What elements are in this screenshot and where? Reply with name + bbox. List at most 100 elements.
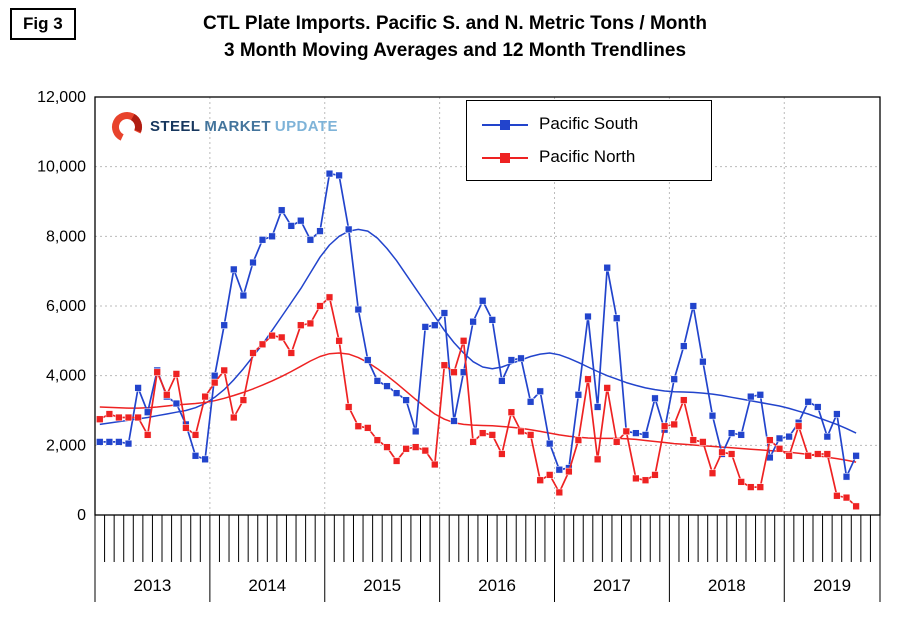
pacific-south-marker (842, 473, 851, 481)
pacific-north-marker (689, 436, 697, 444)
pacific-north-marker (498, 450, 506, 458)
pacific-north-marker (747, 483, 755, 491)
x-axis-year-label: 2014 (248, 576, 286, 595)
pacific-south-marker (450, 417, 458, 425)
pacific-south-marker (392, 389, 401, 397)
pacific-south-marker (412, 427, 420, 436)
pacific-south-square-icon (500, 119, 510, 130)
pacific-north-marker (278, 333, 286, 342)
pacific-north-marker (852, 502, 860, 510)
pacific-north-marker (517, 427, 525, 436)
pacific-south-marker (814, 403, 822, 411)
pacific-south-marker (680, 342, 688, 350)
pacific-north-marker (383, 443, 391, 451)
pacific-south-marker (402, 396, 410, 404)
pacific-north-marker (258, 340, 267, 348)
pacific-south-marker (354, 305, 362, 314)
pacific-south-marker (440, 309, 449, 317)
pacific-south-marker (546, 439, 554, 448)
pacific-north-marker (144, 431, 152, 439)
figure-label: Fig 3 (10, 8, 76, 40)
pacific-north-square-icon (500, 152, 510, 163)
pacific-south-marker (325, 169, 334, 178)
pacific-south-marker (364, 356, 372, 364)
title-line-2: 3 Month Moving Averages and 12 Month Tre… (223, 40, 687, 61)
pacific-south-marker (526, 398, 535, 406)
pacific-south-marker (498, 377, 506, 385)
pacific-south-marker (747, 392, 755, 401)
pacific-south-marker (469, 318, 477, 326)
pacific-north-marker (354, 422, 362, 430)
pacific-north-marker (613, 438, 621, 446)
pacific-south-marker (134, 384, 142, 392)
pacific-north-marker (727, 450, 736, 458)
pacific-south-marker (785, 432, 793, 441)
pacific-south-marker (737, 431, 745, 439)
pacific-north-marker (842, 493, 851, 502)
pacific-south-marker (632, 429, 640, 437)
pacific-north-marker (766, 436, 774, 444)
pacific-north-marker (814, 450, 822, 458)
x-axis-year-label: 2018 (708, 576, 746, 595)
pacific-south-marker (536, 387, 544, 395)
pacific-north-marker (306, 319, 315, 328)
pacific-north-marker (402, 445, 410, 453)
pacific-south-marker (230, 265, 238, 274)
legend-item-pacific-north: Pacific North (467, 147, 711, 167)
pacific-north-marker (785, 452, 793, 460)
y-axis-label: 4,000 (46, 368, 86, 385)
pacific-south-marker (727, 429, 736, 437)
pacific-north-marker (756, 483, 764, 491)
pacific-north-marker (593, 455, 602, 463)
pacific-south-marker (96, 438, 104, 446)
pacific-north-marker (335, 337, 343, 345)
pacific-north-marker (392, 457, 401, 465)
x-axis-year-label: 2019 (813, 576, 851, 595)
pacific-south-marker (479, 297, 487, 305)
steel-market-update-logo: STEEL MARKET UPDATE (110, 110, 342, 144)
pacific-north-marker (230, 413, 238, 422)
pacific-south-marker (555, 466, 563, 474)
logo-word-market: MARKET (204, 118, 271, 135)
pacific-north-marker (479, 429, 487, 437)
pacific-south-marker (316, 227, 324, 235)
pacific-south-marker (517, 354, 525, 362)
pacific-south-marker (115, 438, 123, 446)
pacific-north-marker (287, 349, 295, 357)
pacific-south-marker (699, 358, 707, 366)
pacific-south-marker (421, 323, 429, 331)
pacific-south-marker (258, 236, 267, 244)
x-axis-year-label: 2016 (478, 576, 516, 595)
pacific-south-marker (833, 410, 841, 418)
y-axis-label: 6,000 (46, 298, 86, 315)
pacific-south-marker (593, 403, 602, 411)
pacific-north-marker (641, 476, 650, 484)
pacific-south-marker (335, 171, 343, 180)
logo-word-steel: STEEL (150, 118, 201, 135)
pacific-south-marker (191, 452, 200, 460)
x-axis-year-label: 2015 (363, 576, 401, 595)
y-axis-label: 12,000 (37, 89, 86, 106)
pacific-south-marker (278, 206, 286, 214)
pacific-south-marker (574, 391, 583, 399)
y-axis-label: 10,000 (37, 159, 86, 176)
logo-word-update: UPDATE (274, 118, 338, 135)
pacific-north-marker (718, 448, 726, 456)
legend: Pacific South Pacific North (466, 100, 712, 181)
pacific-north-marker (373, 436, 382, 444)
pacific-south-marker (124, 439, 133, 448)
pacific-south-marker (345, 225, 353, 234)
smu-logo-icon (111, 112, 142, 142)
pacific-north-marker (268, 331, 276, 340)
pacific-north-marker (421, 446, 429, 455)
pacific-north-marker (134, 413, 142, 422)
pacific-south-marker (507, 356, 516, 364)
pacific-north-marker (450, 368, 458, 376)
pacific-north-marker (201, 392, 209, 401)
pacific-south-marker (249, 258, 257, 267)
series-line-pacific-north-trendline (99, 352, 857, 463)
pacific-south-marker (201, 455, 209, 463)
pacific-south-marker (431, 321, 439, 329)
plot-border (94, 96, 881, 516)
pacific-north-marker (632, 474, 640, 483)
